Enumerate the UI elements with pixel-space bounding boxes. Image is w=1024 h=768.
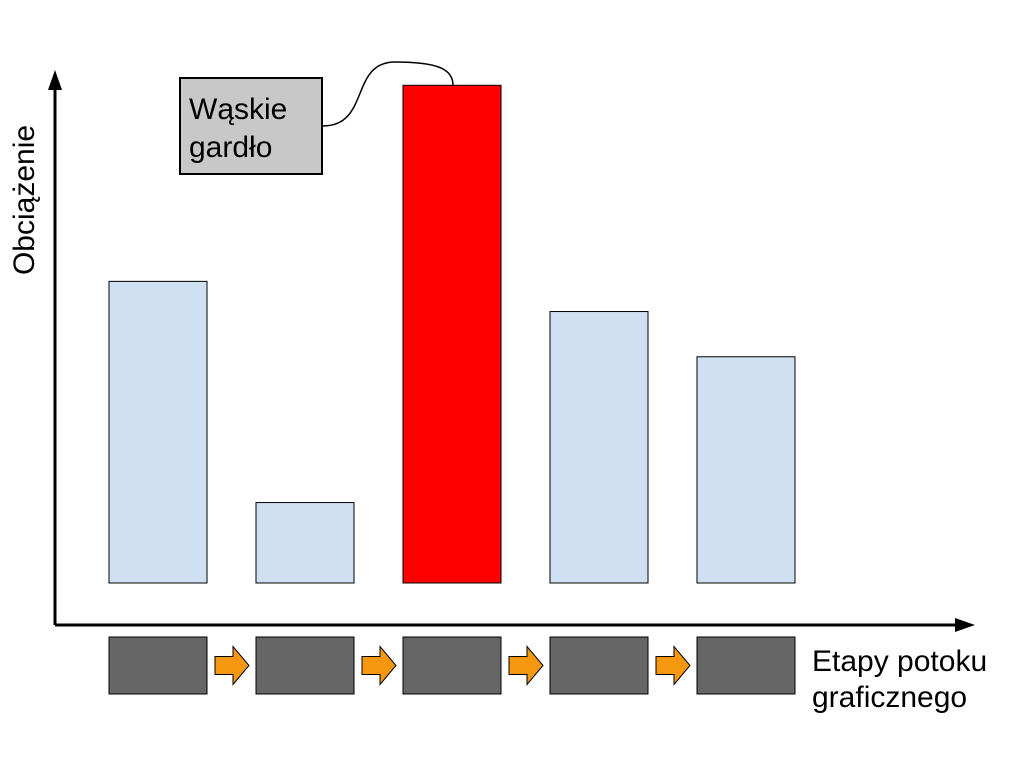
pipeline-stage-2 xyxy=(255,636,355,695)
callout-line-2: gardło xyxy=(189,131,273,164)
pipeline-stage-1 xyxy=(108,636,208,695)
x-axis-label-line-1: Etapy potoku xyxy=(812,645,988,678)
pipeline-arrow-2 xyxy=(361,645,397,686)
bar-5 xyxy=(696,356,796,584)
y-axis-label: Obciążenie xyxy=(8,124,41,276)
bar-1 xyxy=(108,280,208,584)
pipeline-stage-4 xyxy=(549,636,649,695)
x-axis-arrowhead xyxy=(955,618,975,632)
bar-4 xyxy=(549,311,649,584)
pipeline-arrow-4 xyxy=(655,645,691,686)
pipeline-stage-5 xyxy=(696,636,796,695)
bottleneck-callout: Wąskie gardło xyxy=(179,77,323,175)
callout-connector xyxy=(322,61,454,127)
callout-line-1: Wąskie xyxy=(189,93,288,126)
pipeline-arrow-1 xyxy=(214,645,250,686)
x-axis-label: Etapy potoku graficznego xyxy=(812,644,987,716)
x-axis-label-line-2: graficznego xyxy=(812,681,968,714)
bar-2 xyxy=(255,502,355,584)
bar-3 xyxy=(402,84,502,584)
y-axis-arrowhead xyxy=(48,70,62,90)
pipeline-stage-3 xyxy=(402,636,502,695)
pipeline-arrow-3 xyxy=(508,645,544,686)
